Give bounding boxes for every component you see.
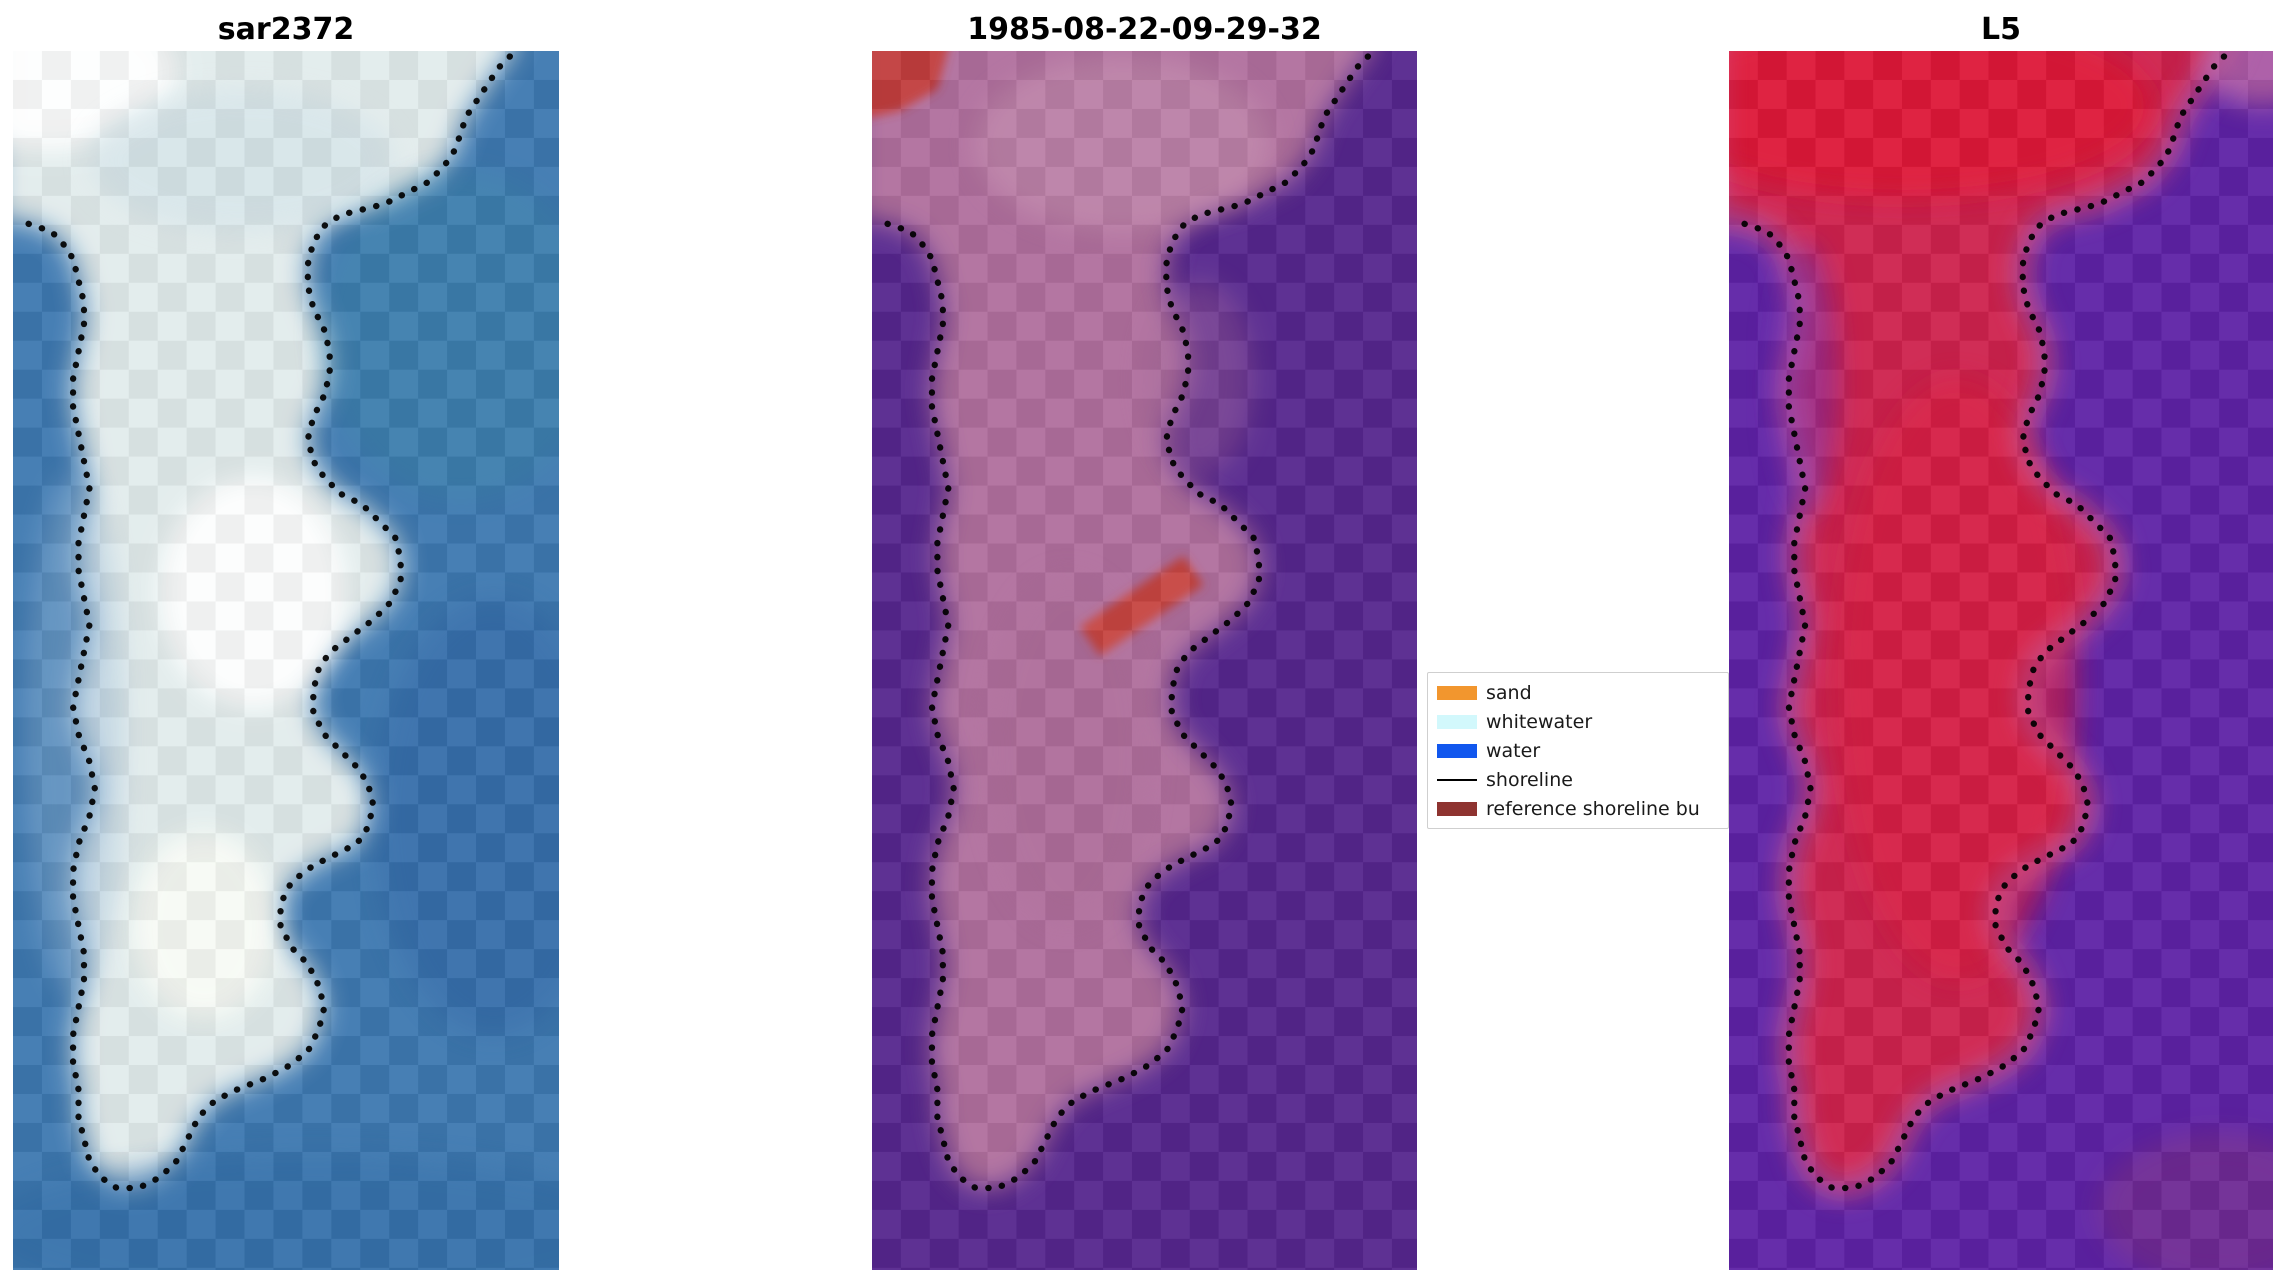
legend-color-swatch [1437, 743, 1477, 758]
legend-label: sand [1486, 681, 1532, 704]
legend-item-water: water [1428, 736, 1728, 765]
legend-label: water [1486, 739, 1541, 762]
legend-line-swatch [1437, 778, 1477, 781]
classified-image [872, 51, 1417, 1270]
legend-item-reference: reference shoreline bu [1428, 794, 1728, 823]
sar-image [13, 51, 559, 1270]
panel-l5: L5 [1729, 8, 2273, 1270]
panel-title-l5: L5 [1981, 12, 2021, 47]
legend-color-swatch [1437, 685, 1477, 700]
legend-item-whitewater: whitewater [1428, 707, 1728, 736]
legend: sand whitewater water shoreline reference sh… [1427, 672, 1729, 829]
legend-item-sand: sand [1428, 678, 1728, 707]
l5-image [1729, 51, 2273, 1270]
panel-sar2372: sar2372 [13, 8, 559, 1270]
legend-item-shoreline: shoreline [1428, 765, 1728, 794]
panel-classified-date: 1985-08-22-09-29-32 [872, 8, 1417, 1270]
legend-label: shoreline [1486, 768, 1573, 791]
panel-title-date: 1985-08-22-09-29-32 [967, 12, 1322, 47]
legend-label: whitewater [1486, 710, 1593, 733]
shoreline-dots [15, 53, 513, 1192]
panel-title-sar2372: sar2372 [217, 12, 355, 47]
legend-color-swatch [1437, 801, 1477, 816]
legend-color-swatch [1437, 714, 1477, 729]
shoreline-dots [1731, 53, 2228, 1192]
legend-label: reference shoreline bu [1486, 797, 1700, 820]
shoreline-dots [874, 53, 1372, 1192]
